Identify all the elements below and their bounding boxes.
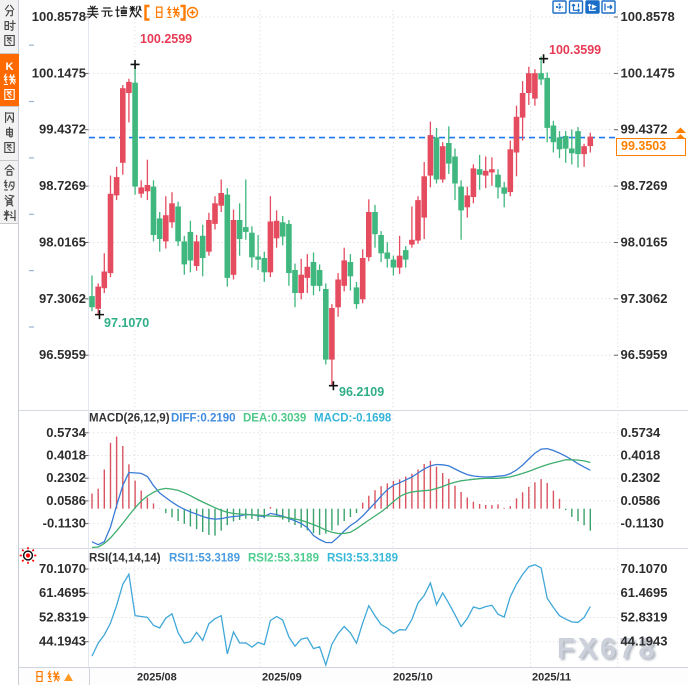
svg-text:100.8578: 100.8578: [32, 9, 86, 24]
svg-text:0.4018: 0.4018: [621, 448, 661, 463]
svg-text:100.1475: 100.1475: [621, 65, 675, 80]
svg-text:DIFF:0.2190: DIFF:0.2190: [171, 413, 236, 425]
svg-text:61.4695: 61.4695: [39, 585, 86, 600]
svg-text:99.4372: 99.4372: [621, 122, 668, 137]
svg-text:0.4018: 0.4018: [46, 448, 86, 463]
svg-text:RSI1:53.3189: RSI1:53.3189: [169, 553, 240, 565]
svg-text:2025/10: 2025/10: [393, 672, 433, 684]
svg-text:98.0165: 98.0165: [621, 234, 668, 249]
svg-text:98.7269: 98.7269: [39, 178, 86, 193]
svg-text:MACD:-0.1698: MACD:-0.1698: [314, 413, 392, 425]
svg-text:100.1475: 100.1475: [32, 65, 86, 80]
svg-text:RSI2:53.3189: RSI2:53.3189: [248, 553, 319, 565]
svg-text:96.5959: 96.5959: [39, 347, 86, 362]
svg-text:97.3062: 97.3062: [39, 291, 86, 306]
svg-text:100.2599: 100.2599: [140, 32, 192, 46]
svg-text:2025/08: 2025/08: [137, 672, 177, 684]
svg-text:0.0586: 0.0586: [46, 493, 86, 508]
svg-text:100.3599: 100.3599: [549, 43, 601, 57]
svg-text:K: K: [6, 61, 14, 73]
svg-text:DEA:0.3039: DEA:0.3039: [243, 413, 306, 425]
svg-text:2025/09: 2025/09: [262, 672, 302, 684]
svg-text:2025/11: 2025/11: [532, 672, 571, 684]
svg-text:-0.1130: -0.1130: [621, 516, 664, 531]
svg-text:70.1070: 70.1070: [621, 561, 668, 576]
svg-text:97.3062: 97.3062: [621, 291, 668, 306]
svg-text:RSI(14,14,14): RSI(14,14,14): [89, 553, 161, 565]
svg-text:99.4372: 99.4372: [39, 122, 86, 137]
svg-text:-0.1130: -0.1130: [43, 516, 86, 531]
svg-text:98.0165: 98.0165: [39, 234, 86, 249]
svg-text:0.2302: 0.2302: [621, 470, 661, 485]
svg-text:61.4695: 61.4695: [621, 585, 668, 600]
svg-text:0.5734: 0.5734: [46, 425, 87, 440]
svg-text:0.5734: 0.5734: [621, 425, 662, 440]
svg-text:98.7269: 98.7269: [621, 178, 668, 193]
svg-text:96.5959: 96.5959: [621, 347, 668, 362]
svg-text:0.0586: 0.0586: [621, 493, 661, 508]
svg-text:70.1070: 70.1070: [39, 561, 86, 576]
svg-text:96.2109: 96.2109: [339, 385, 384, 399]
svg-text:RSI3:53.3189: RSI3:53.3189: [327, 553, 398, 565]
svg-text:MACD(26,12,9): MACD(26,12,9): [89, 413, 170, 425]
svg-text:44.1943: 44.1943: [621, 634, 668, 649]
svg-text:44.1943: 44.1943: [39, 634, 86, 649]
svg-text:0.2302: 0.2302: [46, 470, 86, 485]
svg-text:52.8319: 52.8319: [621, 609, 668, 624]
svg-text:52.8319: 52.8319: [39, 609, 86, 624]
svg-text:100.8578: 100.8578: [621, 9, 675, 24]
svg-text:97.1070: 97.1070: [104, 316, 149, 330]
